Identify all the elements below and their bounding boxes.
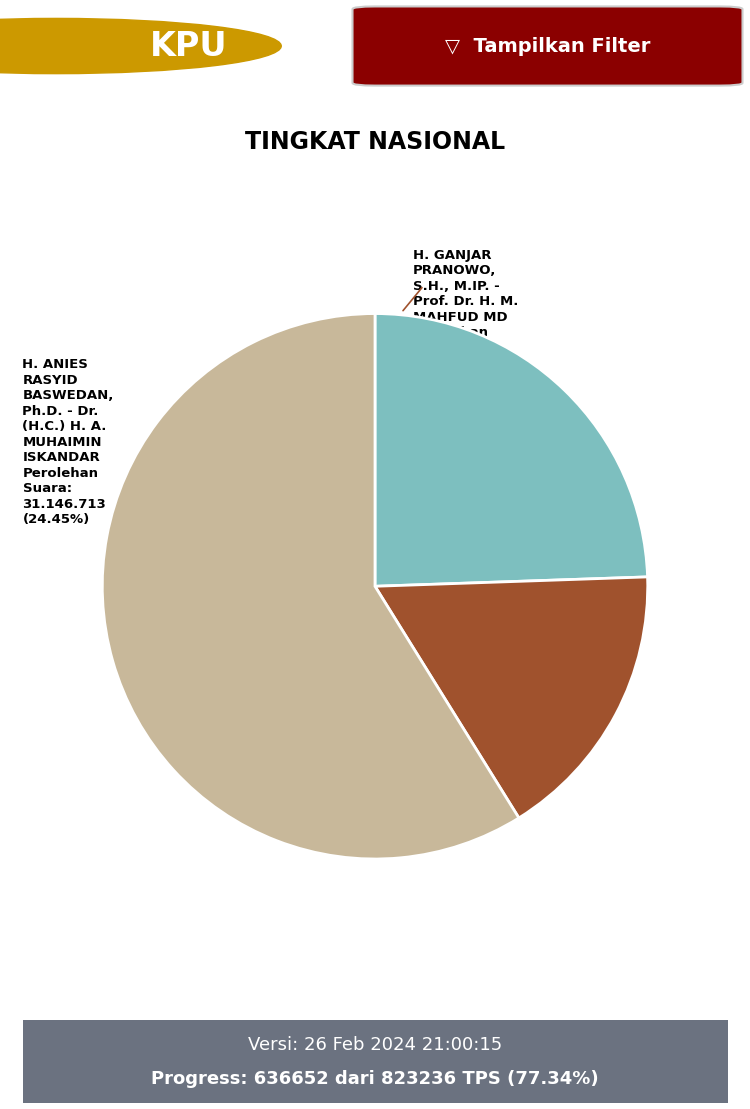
Wedge shape <box>102 314 519 859</box>
Text: ▽  Tampilkan Filter: ▽ Tampilkan Filter <box>445 37 650 55</box>
FancyBboxPatch shape <box>352 7 742 85</box>
Text: Versi: 26 Feb 2024 21:00:15: Versi: 26 Feb 2024 21:00:15 <box>248 1036 502 1055</box>
FancyBboxPatch shape <box>8 1018 742 1105</box>
Text: H. PRABOWO
SUBIANTO -
GIBRAN
RAKABUMING
RAKA
Perolehan
Suara:
74.949.497
(58.84%: H. PRABOWO SUBIANTO - GIBRAN RAKABUMING … <box>405 695 507 833</box>
Circle shape <box>0 19 281 73</box>
Wedge shape <box>375 577 648 818</box>
Text: H. ANIES
RASYID
BASWEDAN,
Ph.D. - Dr.
(H.C.) H. A.
MUHAIMIN
ISKANDAR
Perolehan
S: H. ANIES RASYID BASWEDAN, Ph.D. - Dr. (H… <box>22 358 114 527</box>
Text: TINGKAT NASIONAL: TINGKAT NASIONAL <box>245 131 505 154</box>
Text: H. GANJAR
PRANOWO,
S.H., M.IP. -
Prof. Dr. H. M.
MAHFUD MD
Perolehan
Suara:
21.2: H. GANJAR PRANOWO, S.H., M.IP. - Prof. D… <box>413 250 518 386</box>
Text: Progress: 636652 dari 823236 TPS (77.34%): Progress: 636652 dari 823236 TPS (77.34%… <box>152 1069 598 1088</box>
Wedge shape <box>375 314 647 587</box>
Text: KPU: KPU <box>150 30 228 62</box>
